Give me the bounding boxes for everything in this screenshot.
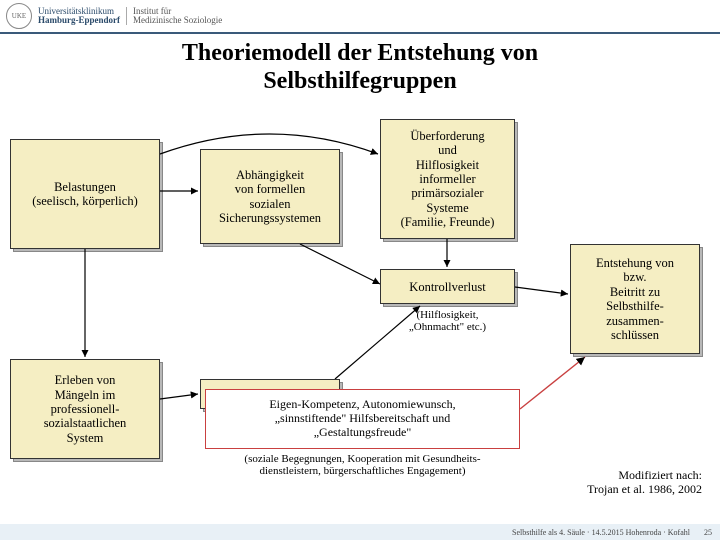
citation: Modifiziert nach: Trojan et al. 1986, 20… <box>587 469 702 497</box>
page-title: Theoriemodell der Entstehung von Selbsth… <box>0 40 720 95</box>
header-bar: UKE Universitätsklinikum Hamburg-Eppendo… <box>0 0 720 34</box>
footer-page-number: 25 <box>704 528 712 537</box>
box-belastungen: Belastungen (seelisch, körperlich) <box>10 139 160 249</box>
diagram-canvas: Belastungen (seelisch, körperlich) Abhän… <box>0 99 720 549</box>
box-abhaengigkeit: Abhängigkeit von formellen sozialen Sich… <box>200 149 340 244</box>
footer-text: Selbsthilfe als 4. Säule · 14.5.2015 Hoh… <box>512 528 690 537</box>
box-entstehung: Entstehung von bzw. Beitritt zu Selbsthi… <box>570 244 700 354</box>
box-erleben: Erleben von Mängeln im professionell- so… <box>10 359 160 459</box>
title-line1: Theoriemodell der Entstehung von <box>182 40 538 66</box>
label-eigenkompetenz-sub: (soziale Begegnungen, Kooperation mit Ge… <box>200 453 525 477</box>
header-org1: Universitätsklinikum Hamburg-Eppendorf <box>38 7 120 25</box>
uke-logo-icon: UKE <box>6 3 32 29</box>
box-kontrollverlust: Kontrollverlust <box>380 269 515 304</box>
header-org2: Institut für Medizinische Soziologie <box>126 7 222 25</box>
header-org2-line2: Medizinische Soziologie <box>133 15 222 25</box>
header-org1-line2: Hamburg-Eppendorf <box>38 15 120 25</box>
box-ueberforderung: Überforderung und Hilflosigkeit informel… <box>380 119 515 239</box>
box-eigenkompetenz: Eigen-Kompetenz, Autonomiewunsch, „sinns… <box>205 389 520 449</box>
label-kontrollverlust-sub: (Hilflosigkeit, „Ohnmacht" etc.) <box>380 309 515 333</box>
footer-bar: Selbsthilfe als 4. Säule · 14.5.2015 Hoh… <box>0 524 720 540</box>
title-line2: Selbsthilfegruppen <box>263 68 456 94</box>
